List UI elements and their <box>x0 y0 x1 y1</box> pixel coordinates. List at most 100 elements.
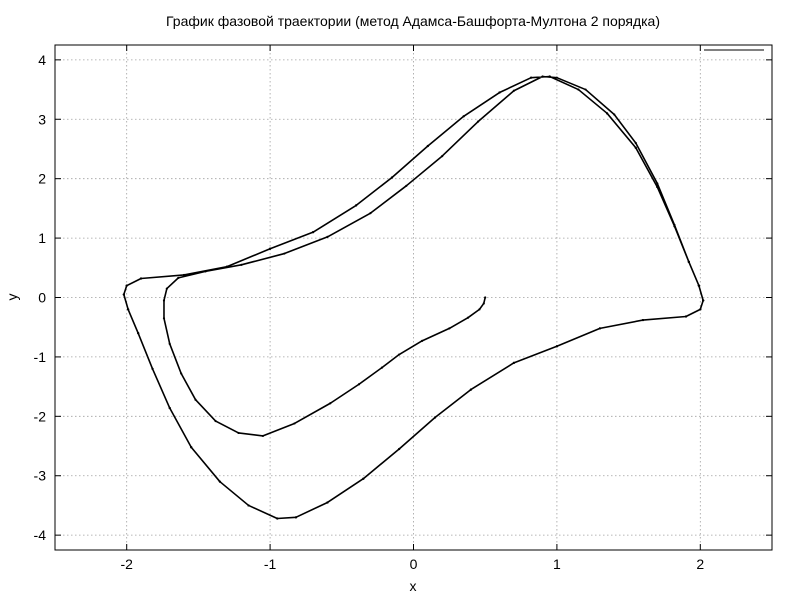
x-tick-label: 2 <box>696 556 704 572</box>
y-tick-label: 0 <box>38 290 46 306</box>
trajectory-point <box>204 270 207 273</box>
trajectory-point <box>127 308 130 311</box>
trajectory-point <box>168 406 171 410</box>
y-axis-label: y <box>4 294 20 301</box>
trajectory-point <box>478 308 481 311</box>
trajectory-point <box>139 277 143 280</box>
trajectory-point <box>512 89 515 92</box>
trajectory-point <box>584 88 587 91</box>
trajectory-point <box>687 260 690 263</box>
trajectory-point <box>162 299 166 302</box>
trajectory-point <box>357 383 361 386</box>
trajectory-point <box>398 353 401 356</box>
trajectory-point <box>398 447 401 451</box>
trajectory-point <box>634 146 637 149</box>
trajectory-point <box>529 76 533 79</box>
trajectory-point <box>125 284 128 287</box>
trajectory-point <box>182 273 186 277</box>
trajectory-point <box>541 75 544 78</box>
trajectory-point <box>466 316 470 319</box>
x-tick-label: 1 <box>553 556 561 572</box>
trajectory-point <box>240 263 243 266</box>
trajectory-point <box>312 231 315 234</box>
trajectory-point <box>190 446 193 449</box>
trajectory-point <box>329 402 332 405</box>
trajectory-point <box>293 422 296 425</box>
trajectory-point <box>151 367 154 370</box>
trajectory-point <box>699 308 702 311</box>
x-tick-label: -2 <box>120 556 133 572</box>
trajectory-point <box>641 318 645 322</box>
y-tick-label: 4 <box>38 52 46 68</box>
trajectory-point <box>168 342 171 345</box>
trajectory-point <box>225 265 229 268</box>
trajectory-point <box>482 302 485 305</box>
chart-title: График фазовой траектории (метод Адамса-… <box>166 13 660 29</box>
trajectory-point <box>326 501 329 504</box>
trajectory-point <box>684 315 688 318</box>
grid-lines <box>55 45 772 550</box>
x-tick-label: -1 <box>264 556 277 572</box>
trajectory-point <box>294 516 298 519</box>
trajectory-point <box>421 339 424 342</box>
trajectory-point <box>702 299 705 302</box>
trajectory-point <box>177 276 180 279</box>
trajectory-point <box>426 144 429 148</box>
trajectory-point <box>405 184 408 187</box>
trajectory-point <box>214 419 217 423</box>
trajectory-point <box>218 480 222 483</box>
trajectory-point <box>462 115 465 118</box>
trajectory-point <box>433 416 437 419</box>
trajectory-point <box>380 366 384 369</box>
trajectory-point <box>355 204 358 207</box>
trajectory-series <box>122 75 705 520</box>
trajectory-point <box>269 247 272 250</box>
trajectory-point <box>162 317 166 320</box>
y-tick-label: -4 <box>34 527 47 543</box>
y-tick-label: -3 <box>34 468 47 484</box>
y-tick-label: -1 <box>34 349 47 365</box>
trajectory-point <box>362 477 365 480</box>
trajectory-point <box>247 504 250 507</box>
trajectory-line <box>123 75 704 520</box>
trajectory-point <box>469 388 472 391</box>
trajectory-point <box>555 345 559 348</box>
trajectory-point <box>605 112 609 115</box>
trajectory-point <box>122 293 125 296</box>
trajectory-point <box>656 182 659 185</box>
trajectory-point <box>194 398 197 401</box>
trajectory-point <box>237 431 240 435</box>
axis-ticks: -2 -1 0 1 2 -4 -3 -2 -1 0 1 2 3 4 <box>34 45 772 572</box>
trajectory-point <box>656 185 659 189</box>
trajectory-point <box>512 361 515 364</box>
x-tick-label: 0 <box>410 556 418 572</box>
trajectory-point <box>598 327 602 330</box>
y-tick-label: 2 <box>38 171 46 187</box>
trajectory-point <box>476 120 480 123</box>
trajectory-point <box>673 225 676 228</box>
y-tick-label: 1 <box>38 230 46 246</box>
trajectory-point <box>326 235 329 238</box>
trajectory-point <box>555 76 559 79</box>
y-tick-label: -2 <box>34 408 47 424</box>
trajectory-point <box>634 141 637 145</box>
trajectory-point <box>261 434 265 438</box>
x-axis-label: x <box>410 578 417 594</box>
trajectory-point <box>613 113 616 116</box>
y-tick-label: 3 <box>38 111 46 127</box>
trajectory-point <box>180 372 183 375</box>
trajectory-point <box>484 296 487 299</box>
trajectory-point <box>390 176 394 179</box>
trajectory-point <box>441 155 444 158</box>
trajectory-point <box>498 91 501 94</box>
trajectory-point <box>548 75 551 78</box>
trajectory-point <box>276 517 279 520</box>
trajectory-point <box>448 327 451 330</box>
trajectory-point <box>165 287 168 290</box>
trajectory-point <box>283 252 286 255</box>
trajectory-point <box>697 284 700 287</box>
trajectory-point <box>369 212 372 215</box>
trajectory-point <box>137 332 140 335</box>
trajectory-point <box>577 88 580 91</box>
